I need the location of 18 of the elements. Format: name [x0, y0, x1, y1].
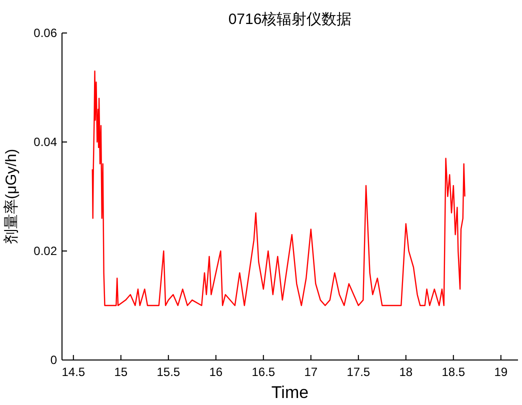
x-tick-label: 17: [304, 365, 318, 379]
y-tick-label: 0.02: [34, 244, 58, 258]
x-tick-label: 17.5: [346, 365, 370, 379]
x-tick-label: 18: [399, 365, 413, 379]
x-axis-title: Time: [271, 383, 309, 402]
x-tick-label: 16: [209, 365, 223, 379]
x-tick-label: 15: [114, 365, 128, 379]
x-tick-label: 18.5: [442, 365, 466, 379]
y-tick-label: 0: [50, 353, 58, 367]
x-tick-label: 19: [494, 365, 508, 379]
x-tick-label: 14.5: [62, 365, 86, 379]
y-axis-title: 剂量率(μGy/h): [3, 148, 20, 244]
x-tick-label: 15.5: [156, 365, 180, 379]
line-series: [92, 70, 466, 306]
x-tick-label: 16.5: [252, 365, 276, 379]
chart-title: 0716核辐射仪数据: [228, 11, 352, 28]
y-tick-label: 0.06: [34, 26, 58, 40]
y-tick-label: 0.04: [34, 135, 58, 149]
